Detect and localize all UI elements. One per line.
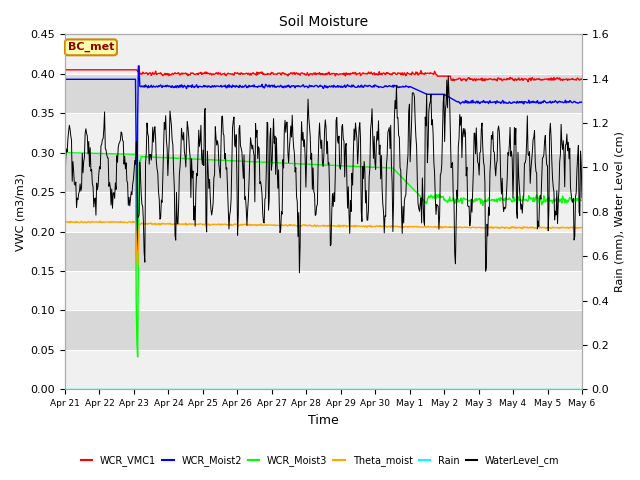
Legend: WCR_VMC1, WCR_Moist2, WCR_Moist3, Theta_moist, Rain, WaterLevel_cm: WCR_VMC1, WCR_Moist2, WCR_Moist3, Theta_… xyxy=(77,452,563,470)
Title: Soil Moisture: Soil Moisture xyxy=(279,15,368,29)
Bar xyxy=(65,74,582,113)
Text: BC_met: BC_met xyxy=(68,42,114,52)
Y-axis label: VWC (m3/m3): VWC (m3/m3) xyxy=(15,173,25,251)
Y-axis label: Rain (mm), Water Level (cm): Rain (mm), Water Level (cm) xyxy=(615,132,625,292)
X-axis label: Time: Time xyxy=(308,414,339,427)
Bar xyxy=(65,231,582,271)
Bar xyxy=(65,311,582,350)
Bar xyxy=(65,153,582,192)
